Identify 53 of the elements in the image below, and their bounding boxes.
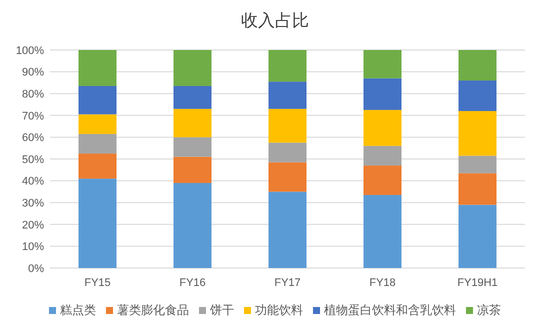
bar (458, 80, 496, 112)
bar (364, 110, 402, 146)
y-tick-label: 90% (22, 66, 44, 79)
bar (458, 204, 496, 268)
bar (364, 166, 402, 195)
x-tick-label: FY15 (84, 277, 111, 289)
bar (78, 154, 116, 179)
legend-label: 功能饮料 (255, 303, 303, 317)
bar (174, 156, 212, 183)
bar (268, 192, 306, 268)
bar (364, 194, 402, 268)
bar (364, 50, 402, 78)
y-tick-label: 100% (16, 44, 44, 57)
y-tick-label: 40% (22, 176, 44, 188)
bar (364, 78, 402, 110)
legend-label: 凉茶 (477, 303, 501, 317)
bar (78, 86, 116, 114)
bar (78, 134, 116, 154)
bar (458, 156, 496, 174)
legend-label: 植物蛋白饮料和含乳饮料 (324, 303, 456, 317)
bar (364, 146, 402, 166)
bar (268, 50, 306, 82)
chart-title: 收入占比 (241, 11, 309, 30)
y-tick-label: 70% (22, 110, 44, 122)
x-tick-label: FY16 (179, 277, 206, 289)
bar (174, 182, 212, 268)
bar (174, 86, 212, 109)
bar (268, 142, 306, 162)
bar (268, 162, 306, 192)
y-tick-label: 20% (22, 219, 44, 232)
y-tick-label: 80% (22, 88, 44, 100)
x-tick-label: FY18 (369, 277, 396, 289)
legend-label: 薯类膨化食品 (117, 303, 189, 317)
bar (174, 137, 212, 157)
bar (174, 108, 212, 138)
x-tick-label: FY19H1 (457, 277, 498, 289)
bar (458, 50, 496, 81)
x-tick-label: FY17 (274, 277, 301, 289)
legend-label: 糕点类 (60, 303, 96, 317)
y-tick-label: 60% (22, 132, 44, 144)
y-tick-label: 10% (22, 241, 44, 254)
bar (268, 82, 306, 109)
bar (78, 50, 116, 86)
bar (78, 114, 116, 134)
legend-label: 饼干 (209, 303, 234, 317)
bar (458, 173, 496, 205)
bar (174, 50, 212, 86)
bar (458, 111, 496, 156)
y-tick-label: 30% (22, 197, 44, 210)
bar (78, 178, 116, 268)
bar (268, 108, 306, 143)
y-tick-label: 50% (22, 154, 44, 166)
y-tick-label: 0% (28, 262, 44, 275)
